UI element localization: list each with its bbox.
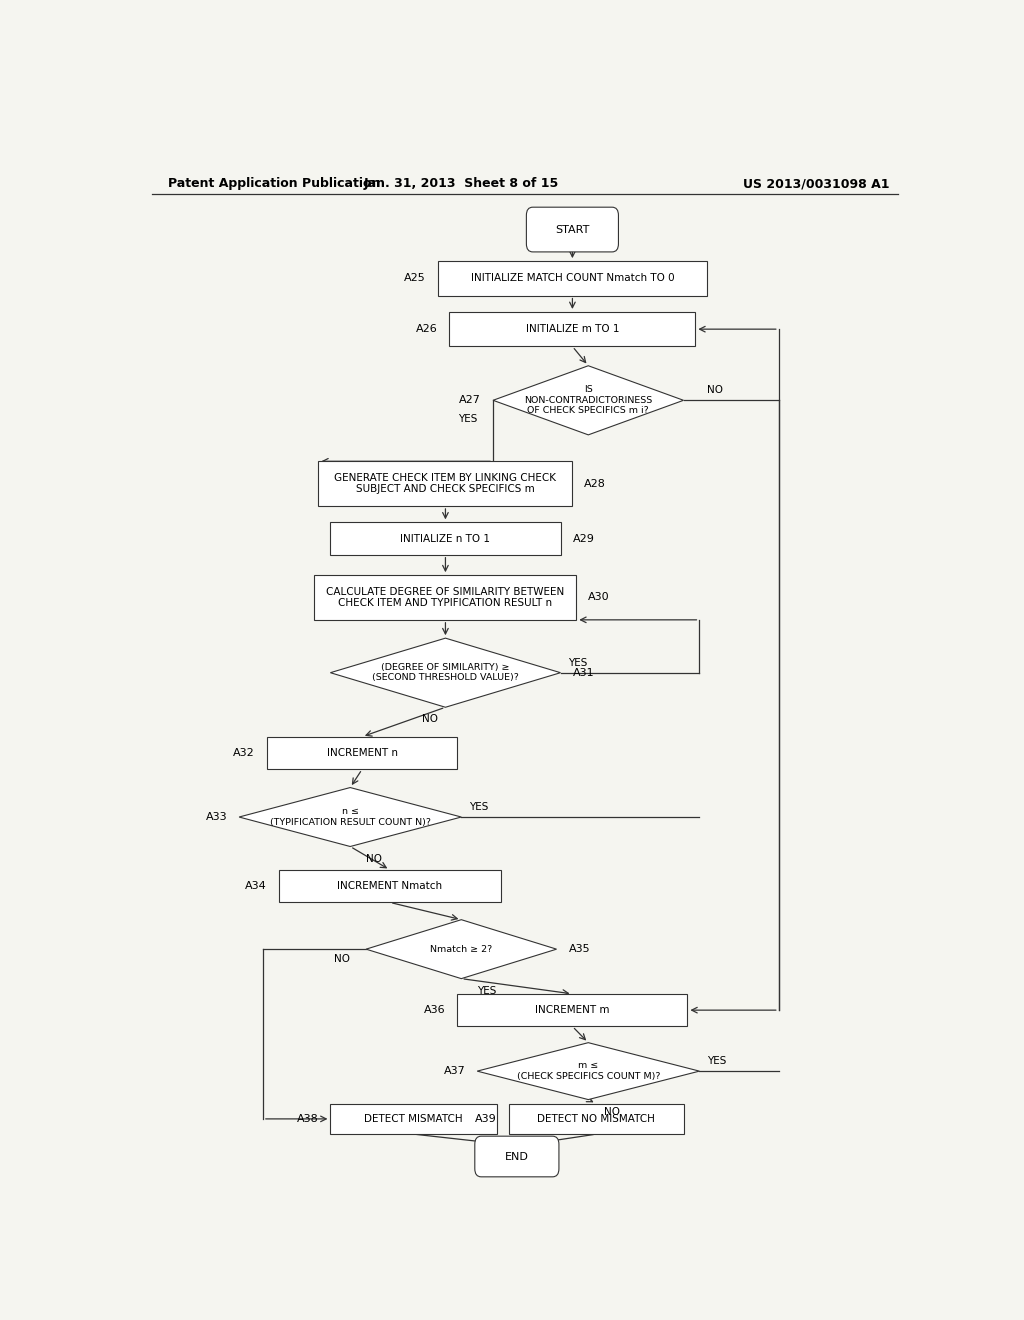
Text: FIG. 12: FIG. 12 xyxy=(478,1155,540,1170)
Text: NO: NO xyxy=(422,714,437,725)
FancyBboxPatch shape xyxy=(526,207,618,252)
Text: GENERATE CHECK ITEM BY LINKING CHECK
SUBJECT AND CHECK SPECIFICS m: GENERATE CHECK ITEM BY LINKING CHECK SUB… xyxy=(335,473,556,495)
FancyBboxPatch shape xyxy=(314,576,577,620)
FancyBboxPatch shape xyxy=(331,523,560,554)
Polygon shape xyxy=(367,920,557,978)
Text: NO: NO xyxy=(604,1106,621,1117)
Text: INITIALIZE MATCH COUNT Nmatch TO 0: INITIALIZE MATCH COUNT Nmatch TO 0 xyxy=(471,273,674,284)
Text: A25: A25 xyxy=(403,273,426,284)
Text: IS
NON-CONTRADICTORINESS
OF CHECK SPECIFICS m i?: IS NON-CONTRADICTORINESS OF CHECK SPECIF… xyxy=(524,385,652,416)
Text: DETECT NO MISMATCH: DETECT NO MISMATCH xyxy=(538,1114,655,1123)
Text: INITIALIZE m TO 1: INITIALIZE m TO 1 xyxy=(525,325,620,334)
Text: A28: A28 xyxy=(585,479,606,488)
Text: YES: YES xyxy=(469,801,488,812)
Text: A39: A39 xyxy=(475,1114,497,1123)
Text: A32: A32 xyxy=(233,748,255,758)
FancyBboxPatch shape xyxy=(279,870,501,903)
Text: A35: A35 xyxy=(568,944,590,954)
Text: Patent Application Publication: Patent Application Publication xyxy=(168,177,380,190)
Text: END: END xyxy=(505,1151,528,1162)
Polygon shape xyxy=(331,638,560,708)
Text: INITIALIZE n TO 1: INITIALIZE n TO 1 xyxy=(400,533,490,544)
Polygon shape xyxy=(494,366,684,434)
Text: INCREMENT n: INCREMENT n xyxy=(327,748,397,758)
Text: CALCULATE DEGREE OF SIMILARITY BETWEEN
CHECK ITEM AND TYPIFICATION RESULT n: CALCULATE DEGREE OF SIMILARITY BETWEEN C… xyxy=(327,586,564,609)
FancyBboxPatch shape xyxy=(509,1104,684,1134)
Text: START: START xyxy=(555,224,590,235)
Text: A33: A33 xyxy=(206,812,227,822)
Text: A34: A34 xyxy=(245,882,267,891)
FancyBboxPatch shape xyxy=(458,994,687,1027)
FancyBboxPatch shape xyxy=(331,1104,497,1134)
FancyBboxPatch shape xyxy=(475,1137,559,1177)
Text: NO: NO xyxy=(367,854,382,863)
Text: n ≤
(TYPIFICATION RESULT COUNT N)?: n ≤ (TYPIFICATION RESULT COUNT N)? xyxy=(269,808,431,826)
Text: DETECT MISMATCH: DETECT MISMATCH xyxy=(365,1114,463,1123)
Text: A30: A30 xyxy=(588,593,610,602)
Text: A36: A36 xyxy=(424,1005,445,1015)
Text: YES: YES xyxy=(708,1056,727,1067)
Text: Nmatch ≥ 2?: Nmatch ≥ 2? xyxy=(430,945,493,953)
FancyBboxPatch shape xyxy=(318,461,572,506)
Text: A38: A38 xyxy=(297,1114,318,1123)
Polygon shape xyxy=(240,788,462,846)
Text: INCREMENT Nmatch: INCREMENT Nmatch xyxy=(337,882,442,891)
Text: A26: A26 xyxy=(416,325,437,334)
Text: US 2013/0031098 A1: US 2013/0031098 A1 xyxy=(743,177,890,190)
Text: YES: YES xyxy=(458,413,477,424)
Text: m ≤
(CHECK SPECIFICS COUNT M)?: m ≤ (CHECK SPECIFICS COUNT M)? xyxy=(516,1061,660,1081)
Text: A37: A37 xyxy=(443,1067,465,1076)
Text: A29: A29 xyxy=(572,533,594,544)
Polygon shape xyxy=(477,1043,699,1100)
Text: A27: A27 xyxy=(460,395,481,405)
Text: NO: NO xyxy=(334,954,350,965)
FancyBboxPatch shape xyxy=(437,261,708,296)
Text: YES: YES xyxy=(568,657,588,668)
Text: (DEGREE OF SIMILARITY) ≥
(SECOND THRESHOLD VALUE)?: (DEGREE OF SIMILARITY) ≥ (SECOND THRESHO… xyxy=(372,663,519,682)
FancyBboxPatch shape xyxy=(450,312,695,346)
Text: NO: NO xyxy=(708,385,723,395)
Text: Jan. 31, 2013  Sheet 8 of 15: Jan. 31, 2013 Sheet 8 of 15 xyxy=(364,177,559,190)
FancyBboxPatch shape xyxy=(267,737,458,770)
Text: INCREMENT m: INCREMENT m xyxy=(536,1005,609,1015)
Text: A31: A31 xyxy=(572,668,594,677)
Text: YES: YES xyxy=(477,986,497,995)
